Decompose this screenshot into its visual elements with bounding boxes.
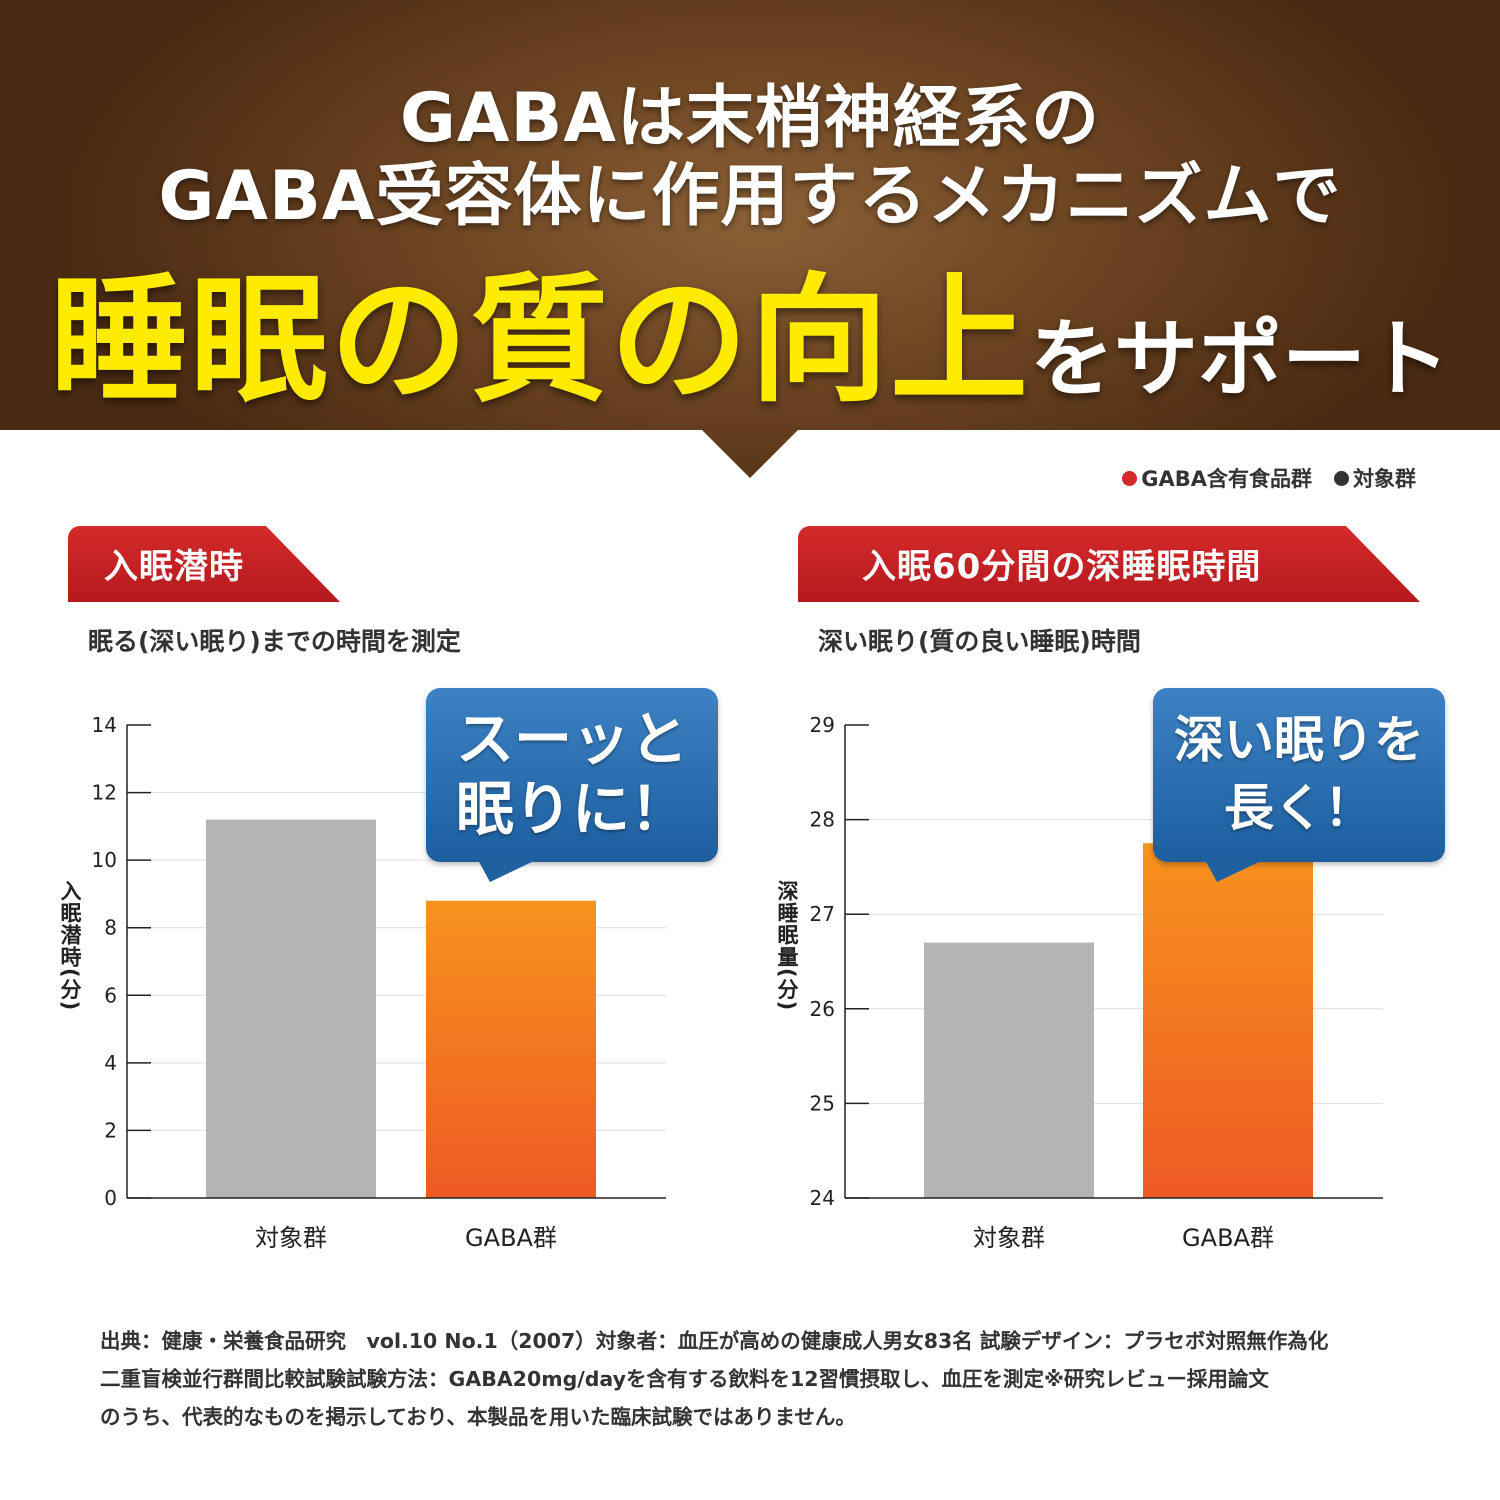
chart-right-category-label: GABA群 [1182, 1224, 1274, 1252]
legend-dot-control [1334, 470, 1349, 486]
chart-right-bar-gaba [1143, 843, 1313, 1198]
headline-highlight: 睡眠の質の向上 [49, 260, 1030, 421]
legend-item-gaba: GABA含有食品群 [1122, 463, 1312, 493]
bubble-right-line-2: 長く！ [1224, 779, 1374, 837]
chart-right-ylabel: 深睡眠量(分) [775, 880, 799, 1012]
chart-left-ytick-label: 4 [104, 1051, 117, 1075]
chart-right-ytick-label: 29 [810, 713, 835, 737]
chart-right-ytick-label: 27 [810, 902, 835, 926]
footnote-line-1: 出典：健康・栄養食品研究 vol.10 No.1（2007）対象者：血圧が高めの… [100, 1329, 1329, 1353]
chart-left-category-label: 対象群 [255, 1224, 327, 1252]
chart-right-title: 入眠60分間の深睡眠時間 [798, 526, 1420, 602]
footnote-line-2: 二重盲検並行群間比較試験試験方法：GABA20mg/dayを含有する飲料を12習… [100, 1367, 1269, 1391]
bubble-left-tail [478, 860, 536, 882]
chart-left-category-label: GABA群 [465, 1224, 557, 1252]
footnote-line-3: のうち、代表的なものを掲示しており、本製品を用いた臨床試験ではありません。 [100, 1405, 856, 1429]
chart-right-ytick-label: 24 [810, 1186, 835, 1210]
bubble-right-line-1: 深い眠りを [1174, 711, 1424, 769]
chart-left-subtitle: 眠る(深い眠り)までの時間を測定 [88, 627, 461, 656]
chart-right-ytick-label: 26 [810, 997, 835, 1021]
footnote: 出典：健康・栄養食品研究 vol.10 No.1（2007）対象者：血圧が高めの… [100, 1322, 1420, 1436]
speech-bubble-left: スーッと 眠りに！ [426, 688, 718, 882]
headline-line-3: 睡眠の質の向上をサポート [0, 228, 1500, 428]
bubble-left-line-1: スーッと [455, 705, 688, 773]
speech-bubble-right: 深い眠りを 長く！ [1153, 688, 1445, 882]
header-banner: GABAは末梢神経系の GABA受容体に作用するメカニズムで 睡眠の質の向上をサ… [0, 0, 1500, 478]
bubble-left-line-2: 眠りに！ [455, 775, 688, 843]
headline-line-2: GABA受容体に作用するメカニズムで [158, 157, 1342, 236]
chart-right-category-label: 対象群 [973, 1224, 1045, 1252]
chart-left-ytick-label: 8 [104, 916, 117, 940]
chart-left-ytick-label: 0 [104, 1186, 117, 1210]
chart-left-bar-control [206, 819, 376, 1198]
chart-left-ytick-label: 6 [104, 983, 117, 1007]
chart-left-title: 入眠潜時 [68, 526, 340, 602]
chart-left-ytick-label: 14 [92, 713, 117, 737]
legend-dot-gaba [1122, 470, 1138, 486]
chart-right-bar-control [924, 942, 1094, 1198]
chart-left-ytick-label: 12 [92, 781, 117, 805]
chart-right-ytick-label: 28 [810, 808, 835, 832]
legend-item-control: 対象群 [1334, 463, 1416, 493]
legend-label-control: 対象群 [1353, 467, 1416, 491]
legend-label-gaba: GABA含有食品群 [1141, 467, 1312, 491]
headline-line-1: GABAは末梢神経系の [400, 79, 1100, 158]
chart-left-ytick-label: 10 [92, 848, 117, 872]
chart-right-ytick-label: 25 [810, 1091, 835, 1115]
chart-left-ylabel: 入眠潜時(分) [58, 880, 82, 1012]
bubble-right-tail [1205, 860, 1263, 882]
legend: GABA含有食品群 対象群 [1122, 463, 1416, 493]
chart-left-ytick-label: 2 [104, 1118, 117, 1142]
headline-suffix: をサポート [1030, 310, 1451, 408]
chart-left-bar-gaba [426, 900, 596, 1198]
chart-right-subtitle: 深い眠り(質の良い睡眠)時間 [818, 627, 1141, 656]
